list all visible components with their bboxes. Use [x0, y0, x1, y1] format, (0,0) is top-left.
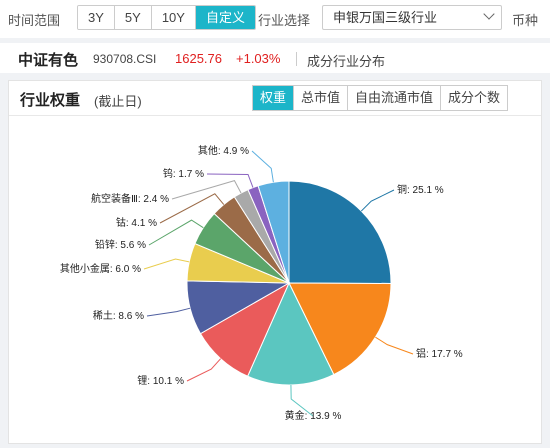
pie-slice-1[interactable]	[288, 282, 392, 376]
pie-label-9: 钨: 1.7 %	[163, 167, 204, 180]
tab-constituent-count[interactable]: 成分个数	[441, 86, 508, 110]
chevron-down-icon	[483, 8, 495, 20]
pie-slice-2[interactable]	[246, 281, 335, 386]
range-5y-button[interactable]: 5Y	[114, 6, 152, 29]
pie-slice-10[interactable]	[257, 180, 290, 284]
pie-leader-line-1	[375, 336, 414, 355]
industry-select-label: 行业选择	[258, 13, 311, 28]
pie-label-4: 稀土: 8.6 %	[93, 309, 144, 322]
index-name: 中证有色	[18, 52, 79, 69]
pie-leader-line-7	[159, 193, 225, 224]
divider	[296, 52, 297, 66]
pie-chart: 铜: 25.1 % 铝: 17.7 % 黄金: 13.9 % 锂: 10.1 % 稀土:…	[60, 144, 463, 422]
industry-select[interactable]: 申银万国三级行业	[322, 5, 502, 30]
pie-slice-0[interactable]	[288, 180, 392, 284]
filter-bar: 时间范围 3Y 5Y 10Y 自定义 行业选择 申银万国三级行业 币种	[0, 0, 550, 38]
pie-leader-line-8	[171, 180, 242, 200]
time-range-selector: 3Y 5Y 10Y 自定义	[77, 5, 256, 30]
tab-free-float-market-cap[interactable]: 自由流通市值	[348, 86, 442, 110]
index-change: +1.03%	[236, 51, 281, 66]
pie-leader-line-9	[206, 173, 254, 188]
pie-leader-line-3	[186, 358, 222, 382]
pie-label-7: 钴: 4.1 %	[116, 217, 157, 229]
panel-title: 行业权重	[20, 92, 81, 109]
pie-leader-line-4	[146, 307, 191, 317]
time-range-label: 时间范围	[8, 13, 61, 28]
panel-subtitle: (截止日)	[94, 94, 142, 109]
range-10y-button[interactable]: 10Y	[151, 6, 196, 29]
pie-leader-line-10	[251, 150, 274, 183]
pie-leader-line-6	[148, 219, 204, 246]
currency-label: 币种	[512, 13, 539, 28]
pie-leader-line-0	[360, 189, 395, 212]
divider	[9, 115, 541, 116]
pie-label-6: 铅锌: 5.6 %	[95, 238, 146, 251]
pie-label-10: 其他: 4.9 %	[198, 144, 249, 157]
pie-label-8: 航空装备Ⅲ: 2.4 %	[91, 192, 169, 205]
range-3y-button[interactable]: 3Y	[78, 6, 115, 29]
pie-leader-line-2	[290, 384, 314, 417]
pie-leader-line-5	[143, 258, 190, 270]
pie-label-5: 其他小金属: 6.0 %	[60, 262, 141, 275]
tab-total-market-cap[interactable]: 总市值	[294, 86, 349, 110]
pie-label-0: 铜: 25.1 %	[397, 184, 444, 196]
component-industry-link[interactable]: 成分行业分布	[307, 54, 386, 69]
industry-weight-panel: 行业权重 (截止日) 权重 总市值 自由流通市值 成分个数 铜: 25.1 % 铝…	[8, 80, 542, 444]
tab-weight[interactable]: 权重	[253, 86, 295, 110]
index-price: 1625.76	[175, 51, 222, 66]
pie-label-3: 锂: 10.1 %	[137, 375, 184, 387]
pie-label-2: 黄金: 13.9 %	[285, 409, 342, 422]
industry-select-value: 申银万国三级行业	[333, 10, 438, 25]
metric-tabs: 权重 总市值 自由流通市值 成分个数	[252, 85, 509, 111]
range-custom-button[interactable]: 自定义	[195, 6, 255, 29]
pie-label-1: 铝: 17.7 %	[416, 348, 463, 360]
index-code: 930708.CSI	[93, 52, 157, 66]
index-info-bar: 中证有色 930708.CSI 1625.76 +1.03% 成分行业分布	[0, 43, 550, 73]
